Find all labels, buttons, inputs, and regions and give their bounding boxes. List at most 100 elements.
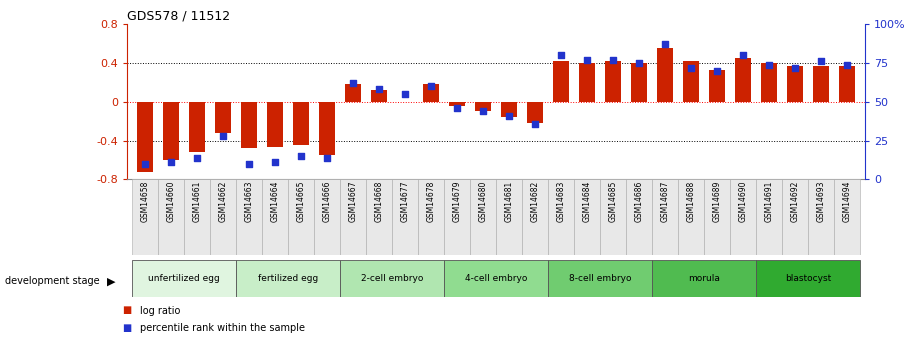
Text: GSM14668: GSM14668 [374,181,383,222]
Text: GSM14658: GSM14658 [140,181,149,222]
Text: log ratio: log ratio [140,306,181,315]
Point [631,60,646,66]
Bar [834,179,860,255]
Bar [652,179,678,255]
Bar [163,102,178,160]
Text: GSM14693: GSM14693 [816,181,825,223]
Text: GSM14667: GSM14667 [349,181,358,223]
Bar [216,102,231,133]
Text: GSM14683: GSM14683 [556,181,565,222]
Bar [605,61,621,102]
Bar [548,260,652,297]
Point [502,113,516,119]
Point [346,80,361,86]
Point [658,41,672,47]
Bar [340,260,444,297]
Point [528,121,543,126]
Text: GSM14680: GSM14680 [478,181,487,222]
Text: GSM14686: GSM14686 [634,181,643,222]
Bar [267,102,283,147]
Bar [678,179,704,255]
Point [449,105,464,111]
Bar [704,179,730,255]
Bar [470,179,496,255]
Text: development stage: development stage [5,276,99,286]
Bar [319,102,335,155]
Text: GSM14692: GSM14692 [791,181,799,222]
Bar [366,179,392,255]
Bar [761,63,776,102]
Bar [600,179,626,255]
Point [138,161,152,167]
Text: GSM14681: GSM14681 [505,181,514,222]
Text: GSM14664: GSM14664 [271,181,280,223]
Bar [392,179,418,255]
Bar [808,179,834,255]
Bar [736,58,751,102]
Point [268,159,283,165]
Bar [236,260,340,297]
Point [476,108,490,114]
Bar [554,61,569,102]
Bar [501,102,516,117]
Point [424,83,439,89]
Point [216,133,230,139]
Point [371,87,386,92]
Bar [132,179,158,255]
Bar [444,179,470,255]
Text: ▶: ▶ [107,276,115,286]
Bar [241,102,256,148]
Bar [626,179,652,255]
Text: GSM14661: GSM14661 [193,181,201,222]
Point [242,161,256,167]
Point [554,52,568,58]
Bar [184,179,210,255]
Bar [294,102,309,146]
Text: ■: ■ [122,306,131,315]
Text: fertilized egg: fertilized egg [258,274,318,283]
Bar [579,63,595,102]
Point [189,155,204,160]
Bar [548,179,574,255]
Bar [449,102,465,106]
Bar [756,260,860,297]
Bar [814,66,829,102]
Bar [210,179,236,255]
Bar [574,179,600,255]
Point [398,91,412,97]
Bar [340,179,366,255]
Bar [522,179,548,255]
Bar [787,66,803,102]
Text: GSM14682: GSM14682 [531,181,540,222]
Bar [314,179,340,255]
Point [320,155,334,160]
Point [164,159,178,165]
Text: GSM14688: GSM14688 [687,181,696,222]
Text: GSM14687: GSM14687 [660,181,670,222]
Bar [476,102,491,111]
Bar [683,61,699,102]
Text: GSM14678: GSM14678 [427,181,436,222]
Bar [158,179,184,255]
Point [814,59,828,64]
Text: GSM14685: GSM14685 [609,181,618,222]
Point [788,65,803,70]
Bar [132,260,236,297]
Text: 4-cell embryo: 4-cell embryo [465,274,527,283]
Text: unfertilized egg: unfertilized egg [149,274,220,283]
Bar [756,179,782,255]
Bar [262,179,288,255]
Bar [839,66,855,102]
Text: GSM14691: GSM14691 [765,181,774,222]
Text: 8-cell embryo: 8-cell embryo [569,274,631,283]
Bar [345,84,361,102]
Text: ■: ■ [122,323,131,333]
Text: GSM14689: GSM14689 [712,181,721,222]
Point [684,65,699,70]
Bar [137,102,153,171]
Point [580,57,594,62]
Bar [418,179,444,255]
Text: GSM14666: GSM14666 [323,181,332,223]
Text: GSM14684: GSM14684 [583,181,592,222]
Bar [288,179,314,255]
